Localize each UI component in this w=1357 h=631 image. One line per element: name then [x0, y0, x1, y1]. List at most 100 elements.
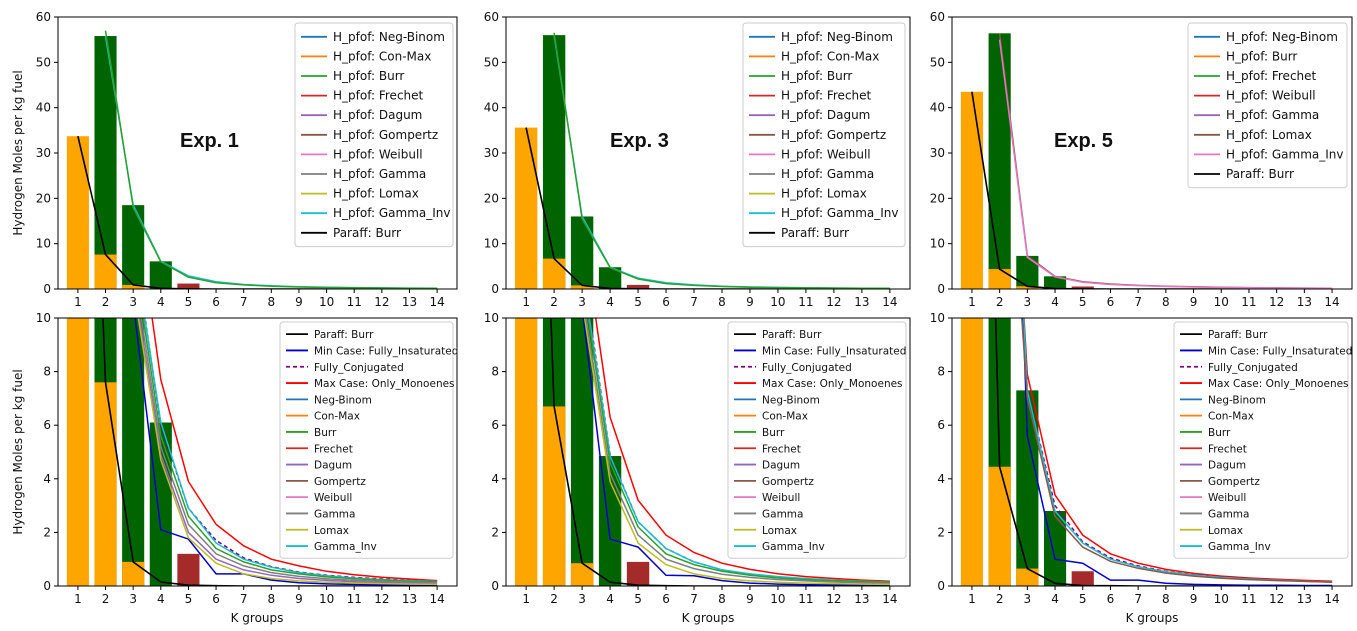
bar-k4 [1043, 276, 1067, 289]
y-tick-label: 60 [36, 10, 51, 24]
x-tick-label: 7 [240, 295, 248, 309]
legend-label: H_pfof: Gamma_Inv [333, 206, 451, 220]
x-tick-label: 9 [746, 295, 754, 309]
x-tick-label: 12 [826, 592, 841, 606]
legend-label: H_pfof: Gompertz [333, 128, 438, 142]
legend-label: Min Case: Fully_Insaturated [1208, 345, 1352, 357]
x-tick-label: 8 [1162, 592, 1170, 606]
bar-k2 [988, 269, 1011, 289]
bar-k3 [1016, 255, 1039, 289]
legend-label: Min Case: Fully_Insaturated [314, 345, 458, 357]
legend-label: Neg-Binom [762, 394, 820, 406]
axes-frame [505, 317, 911, 587]
legend-label: Gamma [1208, 508, 1249, 520]
legend-label: Con-Max [314, 411, 360, 423]
x-tick-label: 8 [267, 592, 275, 606]
x-tick-label: 4 [157, 592, 165, 606]
series-line [553, 32, 890, 289]
bar-k3 [1016, 568, 1039, 586]
legend-label: Burr [314, 427, 337, 439]
plot-area [514, 318, 890, 586]
series-line [550, 318, 890, 586]
bar-k3 [1016, 286, 1039, 289]
legend-label: Gompertz [762, 476, 814, 488]
series-line [140, 318, 438, 584]
legend-label: H_pfof: Frechet [1226, 69, 1317, 83]
legend-label: H_pfof: Gamma [333, 167, 426, 181]
series-line [585, 318, 890, 585]
x-axis-label: K groups [231, 611, 284, 625]
y-tick-label: 60 [930, 10, 945, 24]
legend: H_pfof: Neg-Binom H_pfof: Burr H_pfof: Fre… [1187, 22, 1348, 189]
series-line [1021, 318, 1333, 583]
x-tick-label: 4 [1051, 295, 1059, 309]
series-line [137, 318, 438, 586]
x-tick-label: 11 [798, 295, 813, 309]
y-tick-label: 4 [937, 472, 945, 486]
x-tick-label: 7 [240, 592, 248, 606]
x-tick-label: 1 [968, 592, 976, 606]
legend-label: Paraff: Burr [781, 226, 849, 240]
legend-label: H_pfof: Neg-Binom [1226, 30, 1338, 44]
series-line [142, 318, 438, 583]
legend-box [294, 22, 454, 248]
y-tick-label: 0 [43, 579, 51, 593]
x-tick-label: 4 [157, 295, 165, 309]
x-tick-label: 7 [1134, 295, 1142, 309]
x-tick-label: 14 [429, 295, 444, 309]
y-tick-label: 10 [484, 237, 499, 251]
y-axis-label-top: Hydrogen Moles per kg fuel [11, 70, 25, 235]
x-tick-label: 2 [550, 592, 558, 606]
bar-k3 [122, 318, 145, 586]
x-tick-label: 2 [996, 592, 1004, 606]
x-tick-label: 14 [429, 592, 444, 606]
bar-k5 [177, 283, 200, 289]
y-tick-label: 6 [491, 418, 499, 432]
legend-label: Dagum [314, 460, 352, 472]
x-tick-label: 11 [1241, 295, 1256, 309]
x-tick-label: 2 [102, 592, 110, 606]
bar-k1 [66, 136, 89, 289]
bar-k3 [122, 205, 145, 289]
x-tick-label: 3 [1024, 592, 1032, 606]
y-tick-label: 8 [937, 365, 945, 379]
bar-k5 [177, 553, 200, 586]
legend-label: Lomax [1208, 525, 1243, 537]
legend-label: Paraff: Burr [333, 226, 401, 240]
series-line [994, 318, 1333, 586]
legend-label: H_pfof: Gamma [781, 167, 874, 181]
y-tick-label: 4 [43, 472, 51, 486]
x-tick-label: 13 [854, 295, 869, 309]
x-tick-label: 2 [996, 295, 1004, 309]
x-tick-label: 12 [1269, 295, 1284, 309]
legend-label: H_pfof: Weibull [1226, 89, 1316, 103]
y-tick-label: 0 [937, 282, 945, 296]
x-tick-label: 12 [1269, 592, 1284, 606]
legend-label: Frechet [1208, 443, 1247, 455]
legend-label: Neg-Binom [314, 394, 372, 406]
x-tick-label: 6 [212, 592, 220, 606]
bar-k5 [1071, 286, 1094, 289]
y-tick-label: 10 [930, 311, 945, 325]
legend-label: H_pfof: Lomax [333, 187, 419, 201]
legend-label: Gamma_Inv [1208, 541, 1271, 553]
y-tick-label: 40 [930, 101, 945, 115]
legend-label: H_pfof: Gamma [1226, 108, 1319, 122]
x-axis-label: K groups [1126, 611, 1179, 625]
y-tick-label: 0 [491, 579, 499, 593]
x-tick-label: 10 [770, 592, 785, 606]
bar-k2 [94, 36, 117, 289]
legend-box [1173, 321, 1349, 559]
legend-label: H_pfof: Neg-Binom [781, 30, 893, 44]
legend-label: H_pfof: Frechet [333, 89, 424, 103]
series-line [138, 318, 438, 585]
x-tick-label: 1 [74, 592, 82, 606]
x-tick-label: 13 [402, 592, 417, 606]
x-tick-label: 6 [662, 592, 670, 606]
series-line [77, 136, 438, 289]
legend-label: Fully_Conjugated [1208, 362, 1298, 374]
experiment-label: Exp. 3 [610, 130, 669, 152]
series-line [587, 318, 890, 583]
